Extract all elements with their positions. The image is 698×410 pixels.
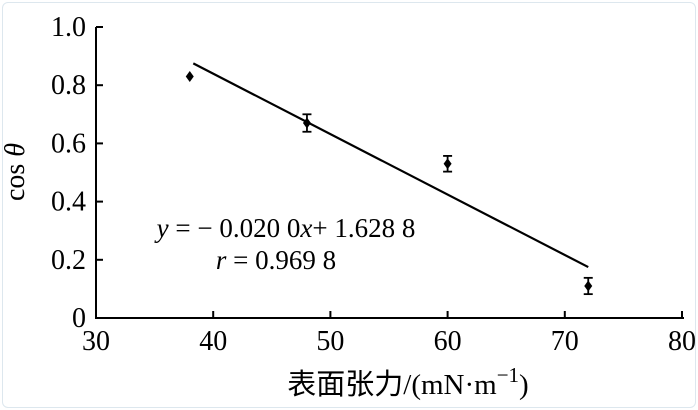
x-tick-label: 50 (316, 326, 344, 357)
correlation-annotation: r = 0.969 8 (216, 245, 336, 275)
data-point (302, 117, 311, 129)
x-tick-label: 60 (434, 326, 462, 357)
y-axis-label: cos θ (0, 143, 31, 201)
y-tick-label: 0.8 (51, 70, 86, 101)
y-tick-label: 0.2 (51, 245, 86, 276)
data-point (185, 70, 194, 82)
y-tick-label: 0 (72, 303, 86, 334)
x-tick-label: 80 (668, 326, 696, 357)
y-tick-label: 0.6 (51, 128, 86, 159)
x-axis-label: 表面张力/(mN·m−1) (287, 363, 528, 401)
fit-line (192, 62, 589, 269)
y-tick-label: 1.0 (51, 12, 86, 43)
y-tick-label: 0.4 (51, 187, 86, 218)
x-tick-label: 30 (82, 326, 110, 357)
fit-equation-annotation: y = − 0.020 0x+ 1.628 8 (154, 213, 416, 243)
x-tick-label: 70 (551, 326, 579, 357)
data-point (584, 280, 593, 292)
x-tick-label: 40 (199, 326, 227, 357)
data-point (443, 158, 452, 170)
